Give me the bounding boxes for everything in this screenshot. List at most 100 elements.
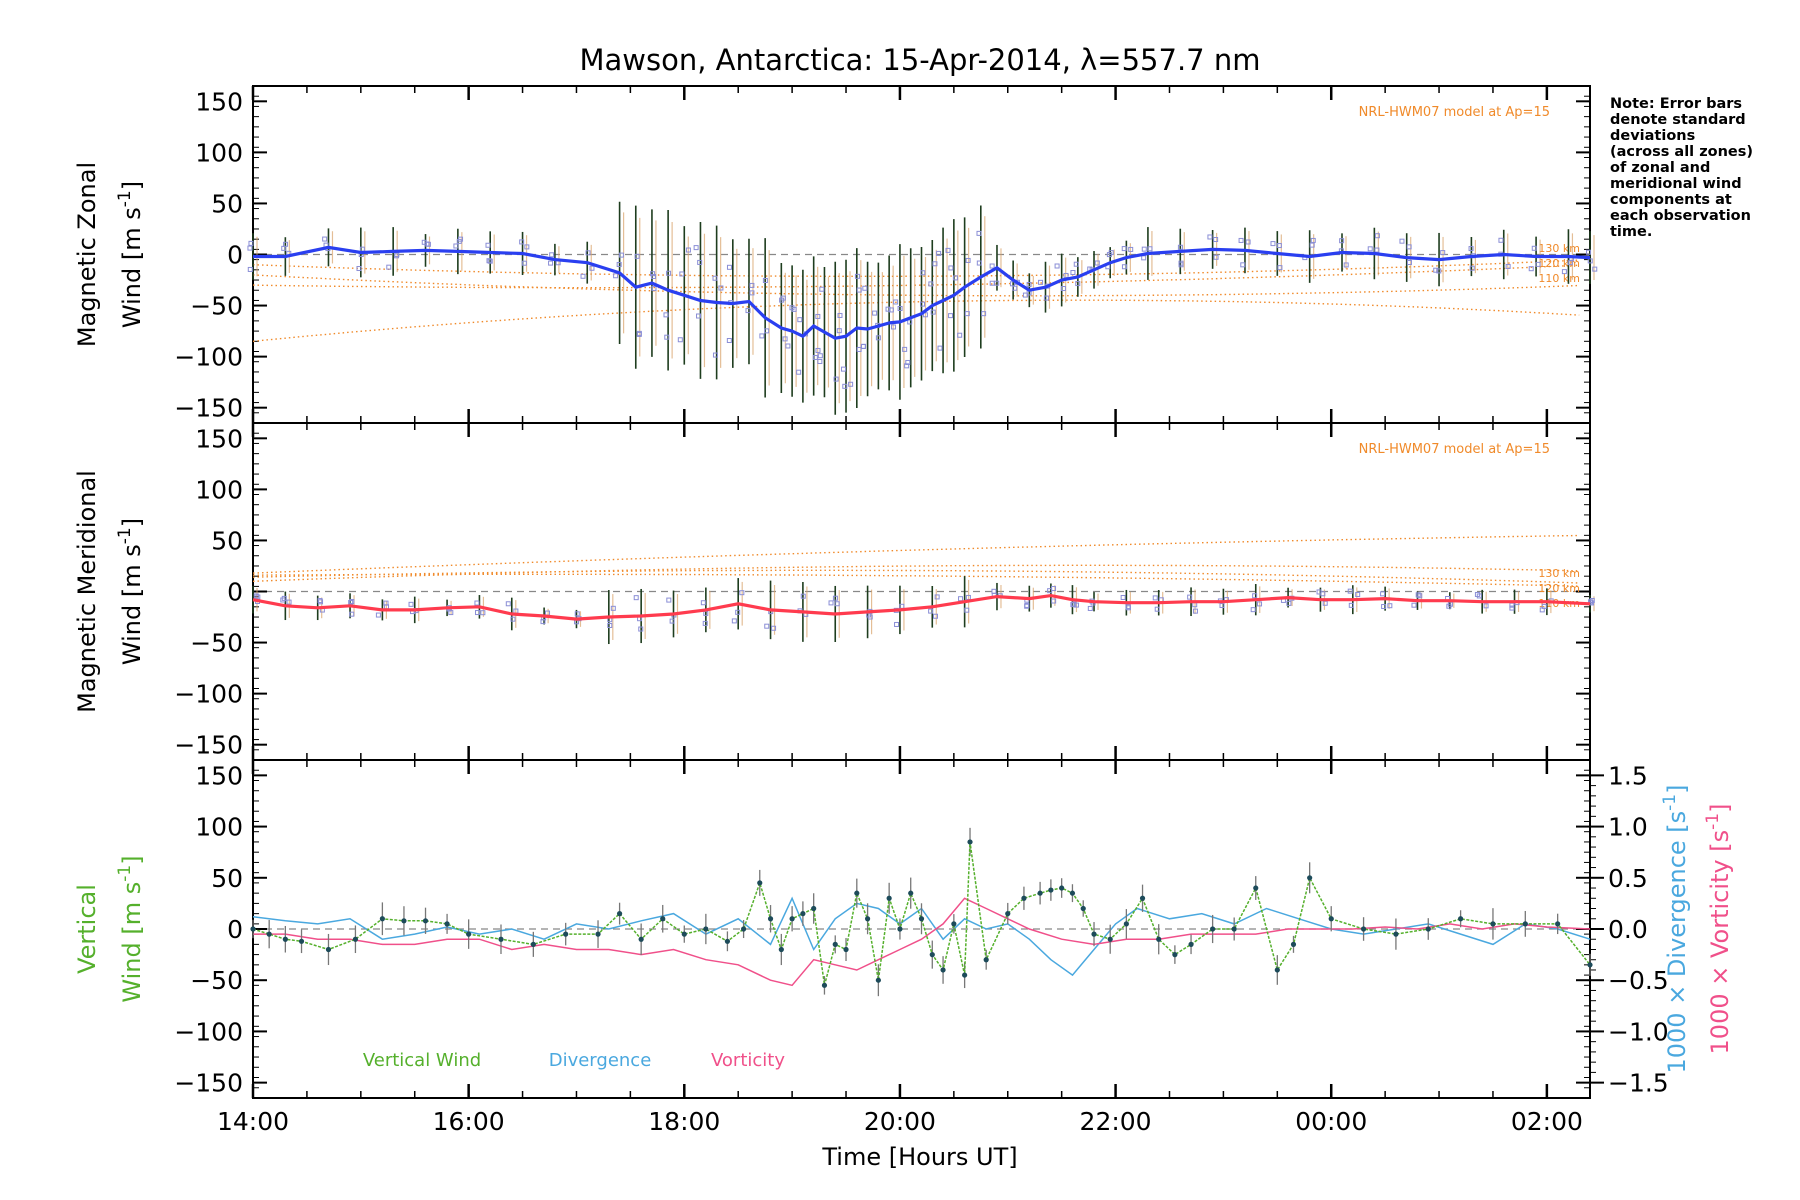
zone-point [349, 598, 355, 604]
zonal-mean-line [253, 245, 1591, 340]
zone-point [1476, 593, 1482, 599]
vertical-wind-point [1360, 926, 1367, 932]
zone-point [957, 332, 963, 338]
zone-point [1586, 249, 1592, 255]
vertical-wind-point [886, 895, 892, 901]
zone-point [1276, 243, 1282, 249]
zone-point [1125, 604, 1131, 610]
vertical-wind-point [1123, 921, 1129, 927]
zone-point [1051, 598, 1057, 604]
vertical-wind-point [767, 916, 774, 922]
zone-point [696, 313, 702, 319]
zone-point [994, 280, 1000, 286]
zone-point [1240, 262, 1246, 268]
zone-point [965, 594, 971, 600]
zone-point [976, 230, 982, 236]
zone-point [638, 626, 644, 632]
zone-point [1561, 269, 1567, 275]
y-tick-label: 100 [195, 813, 243, 842]
zone-point [936, 250, 942, 256]
vertical-wind-point [940, 967, 946, 973]
zone-point [797, 317, 803, 323]
zone-point [731, 618, 737, 624]
y2-tick-label: −1.5 [1608, 1069, 1669, 1098]
y2-tick-label: 0.0 [1608, 915, 1648, 944]
x-tick-label: 14:00 [217, 1107, 289, 1136]
vertical-wind-point [444, 921, 450, 927]
zone-point [666, 597, 672, 603]
zone-point [836, 328, 842, 334]
zone-point [1310, 237, 1316, 243]
zone-point [669, 618, 675, 624]
y-axis-title-line2: Wind [m s-1] [115, 181, 146, 328]
zone-point [991, 588, 997, 594]
zone-point [322, 236, 328, 242]
zone-point [890, 324, 896, 330]
y2-tick-label: 1.0 [1608, 813, 1648, 842]
x-tick-label: 02:00 [1511, 1107, 1583, 1136]
note-line: of zonal and [1610, 160, 1710, 176]
note-line: (across all zones) [1610, 144, 1753, 160]
zone-point [1070, 602, 1076, 608]
model-height-label: 110 km [1538, 272, 1580, 285]
zone-point [474, 600, 480, 606]
vertical-wind-point [918, 916, 925, 922]
zone-point [286, 599, 292, 605]
zone-point [456, 238, 462, 244]
zone-point [965, 257, 971, 263]
zone-point [1348, 602, 1354, 608]
zone-point [1355, 591, 1361, 597]
zone-point [700, 600, 706, 606]
note-line: each observation [1610, 208, 1751, 224]
vertical-wind-point [422, 918, 429, 924]
zone-point [679, 271, 685, 277]
zone-point [1587, 599, 1593, 605]
vertical-wind-point [1210, 926, 1216, 932]
vertical-wind-point [897, 926, 903, 932]
vertical-wind-point [1069, 890, 1076, 896]
zone-point [897, 305, 903, 311]
vertical-wind-point [379, 916, 385, 922]
zone-point [524, 244, 530, 250]
zone-point [930, 309, 936, 315]
zone-point [247, 266, 253, 272]
note-line: meridional wind [1610, 176, 1742, 192]
zone-point [932, 613, 938, 619]
vertical-wind-point [1005, 911, 1011, 917]
vertical-wind-point [983, 957, 989, 963]
x-axis-title: Time [Hours UT] [821, 1143, 1017, 1171]
vertical-wind-point [951, 921, 957, 927]
y-axis-title-line2-part-2: ] [118, 518, 146, 527]
zone-point [702, 620, 708, 626]
x-tick-label: 18:00 [648, 1107, 720, 1136]
vertical-wind-point [616, 911, 623, 917]
vertical-wind-point [789, 916, 795, 922]
zone-point [712, 352, 718, 358]
zone-point [666, 270, 672, 276]
vertical-wind-point [1253, 885, 1259, 891]
zone-point [480, 610, 486, 616]
zone-point [920, 270, 926, 276]
zone-point [1187, 594, 1193, 600]
zone-point [745, 308, 751, 314]
vorticity-line [253, 897, 1591, 987]
y-tick-label: 0 [227, 915, 243, 944]
zone-point [1347, 588, 1353, 594]
vertical-wind-point [563, 931, 569, 937]
model-curve [252, 569, 1580, 584]
zone-point [693, 245, 699, 251]
zone-point [837, 312, 843, 318]
y-axis-title-line1: Magnetic Zonal [73, 162, 101, 347]
vertical-wind-point [843, 946, 849, 953]
vertical-wind-point [595, 931, 601, 937]
zone-point [1087, 605, 1093, 611]
zone-point [486, 258, 492, 264]
y-tick-label: −100 [174, 343, 243, 372]
zone-point [817, 359, 823, 365]
zone-point [1270, 241, 1276, 247]
zone-point [1063, 272, 1069, 278]
vertical-wind-point [832, 941, 838, 947]
vertical-wind-point [298, 938, 305, 944]
